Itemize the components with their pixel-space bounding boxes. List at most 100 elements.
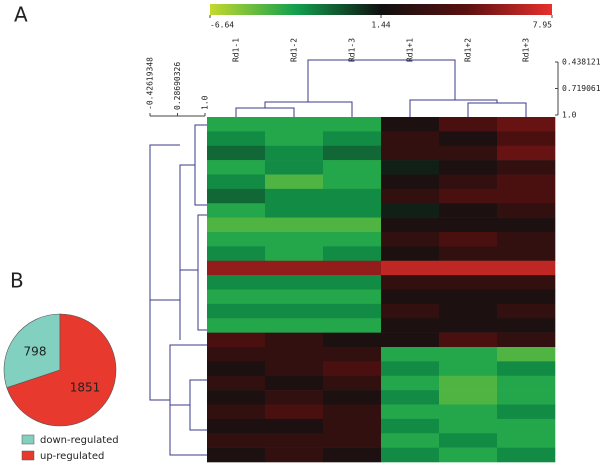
heatmap-cell (497, 260, 556, 276)
heatmap-cell (497, 303, 556, 319)
heatmap-cell (381, 232, 440, 247)
heatmap-cell (497, 289, 556, 305)
heatmap-cell (497, 347, 556, 362)
column-label: Rd1+1 (406, 38, 415, 62)
heatmap-cell (323, 303, 382, 319)
heatmap-cell (323, 433, 382, 448)
heatmap-cell (207, 174, 266, 190)
heatmap-cell (381, 347, 440, 362)
heatmap-cell (381, 332, 440, 348)
heatmap-cell (381, 447, 440, 463)
heatmap-cell (497, 246, 556, 262)
pie-slice (3, 313, 61, 389)
heatmap-cell (439, 117, 498, 132)
heatmap-cell (265, 375, 324, 391)
tick-label: 0.719061 (562, 84, 600, 93)
heatmap-cell (265, 232, 324, 247)
heatmap-cell (265, 303, 324, 319)
heatmap-cell (207, 275, 266, 290)
panel-label: A (14, 3, 28, 27)
heatmap-cell (323, 203, 382, 218)
column-label: Rd1+2 (464, 38, 473, 62)
heatmap-cell (323, 375, 382, 391)
heatmap-cell (497, 318, 556, 333)
heatmap-cell (439, 174, 498, 190)
legend-label: up-regulated (40, 451, 104, 462)
heatmap-cell (265, 289, 324, 305)
heatmap-cell (381, 404, 440, 420)
heatmap-cell (323, 232, 382, 247)
tick-label: 1.0 (201, 95, 210, 110)
heatmap-cell (497, 174, 556, 190)
heatmap-cell (381, 289, 440, 305)
heatmap-cell (265, 160, 324, 175)
heatmap-cell (207, 361, 266, 377)
heatmap-cell (497, 361, 556, 377)
heatmap-cell (381, 131, 440, 147)
heatmap-cell (207, 117, 266, 132)
column-label: Rd1+3 (522, 38, 531, 62)
heatmap-cell (497, 332, 556, 348)
tick-label: 1.0 (562, 111, 577, 120)
heatmap-cell (381, 361, 440, 377)
heatmap-cell (439, 303, 498, 319)
colorbar-tick-label: 7.95 (533, 21, 552, 30)
heatmap-cell (381, 174, 440, 190)
heatmap-cell (439, 318, 498, 333)
heatmap-cell (207, 447, 266, 463)
heatmap-cell (439, 390, 498, 405)
heatmap-cell (265, 404, 324, 420)
heatmap-cell (439, 160, 498, 175)
heatmap-cell (439, 188, 498, 204)
heatmap-cell (323, 260, 382, 276)
heatmap-cell (265, 318, 324, 333)
heatmap-cell (265, 332, 324, 348)
heatmap-cell (207, 232, 266, 247)
heatmap-cell (323, 447, 382, 463)
heatmap-cell (439, 246, 498, 262)
heatmap-cell (381, 145, 440, 161)
tick-label: 0.28690326 (173, 62, 182, 110)
heatmap-cell (323, 160, 382, 175)
heatmap-cell (497, 275, 556, 290)
legend-swatch (21, 450, 35, 461)
row-dendrogram (149, 124, 207, 456)
colorbar (210, 4, 552, 15)
heatmap-cell (207, 418, 266, 434)
tick-label: -0.42619348 (146, 57, 155, 110)
heatmap-cell (439, 275, 498, 290)
heatmap-cell (381, 390, 440, 405)
heatmap-cell (265, 433, 324, 448)
heatmap-cell (207, 217, 266, 233)
heatmap-cell (381, 375, 440, 391)
heatmap-cell (265, 145, 324, 161)
heatmap-cell (439, 447, 498, 463)
heatmap-cell (439, 203, 498, 218)
heatmap-cell (381, 260, 440, 276)
heatmap-cell (381, 117, 440, 132)
heatmap-cell (265, 246, 324, 262)
heatmap-cell (381, 246, 440, 262)
heatmap-cell (207, 404, 266, 420)
heatmap-cell (207, 289, 266, 305)
column-label: Rd1-2 (290, 38, 299, 62)
heatmap-cell (439, 347, 498, 362)
heatmap-cell (381, 203, 440, 218)
heatmap-cell (497, 117, 556, 132)
heatmap-cell (207, 203, 266, 218)
heatmap-cell (497, 433, 556, 448)
heatmap-cell (323, 418, 382, 434)
heatmap-cell (323, 174, 382, 190)
heatmap-cell (265, 260, 324, 276)
heatmap-cell (439, 260, 498, 276)
heatmap-cell (381, 418, 440, 434)
heatmap-cell (323, 347, 382, 362)
heatmap-cell (497, 447, 556, 463)
heatmap-cell (439, 145, 498, 161)
tick-label: 0.43812197 (562, 58, 600, 67)
heatmap-cell (497, 390, 556, 405)
heatmap-cell (381, 303, 440, 319)
heatmap-cell (323, 275, 382, 290)
heatmap-cell (497, 232, 556, 247)
